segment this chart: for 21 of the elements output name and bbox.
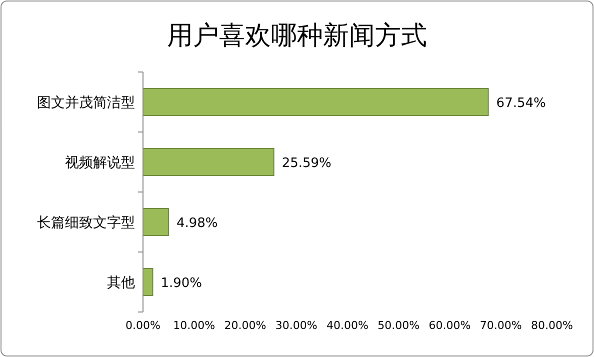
x-tick-label: 10.00%	[173, 319, 216, 332]
y-tick-label: 图文并茂简洁型	[37, 95, 135, 111]
y-tick-label: 视频解说型	[65, 155, 135, 171]
x-tick-label: 30.00%	[275, 319, 318, 332]
x-tick-label: 60.00%	[428, 319, 471, 332]
x-tick-label: 40.00%	[326, 319, 368, 332]
y-tick-label: 长篇细致文字型	[37, 215, 135, 231]
y-tick-label: 其他	[107, 275, 135, 291]
x-tick-label: 20.00%	[224, 319, 266, 332]
data-label: 67.54%	[496, 96, 546, 111]
chart-title: 用户喜欢哪种新闻方式	[167, 21, 427, 51]
bar	[142, 88, 489, 116]
data-label: 4.98%	[176, 216, 218, 231]
data-label: 1.90%	[160, 276, 202, 291]
x-tick-label: 70.00%	[480, 319, 522, 332]
bar	[142, 208, 169, 236]
bar	[142, 148, 274, 176]
data-label: 25.59%	[282, 156, 332, 171]
x-tick-label: 80.00%	[531, 319, 573, 332]
x-tick-label: 0.00%	[126, 319, 160, 332]
x-tick-label: 50.00%	[378, 319, 420, 332]
